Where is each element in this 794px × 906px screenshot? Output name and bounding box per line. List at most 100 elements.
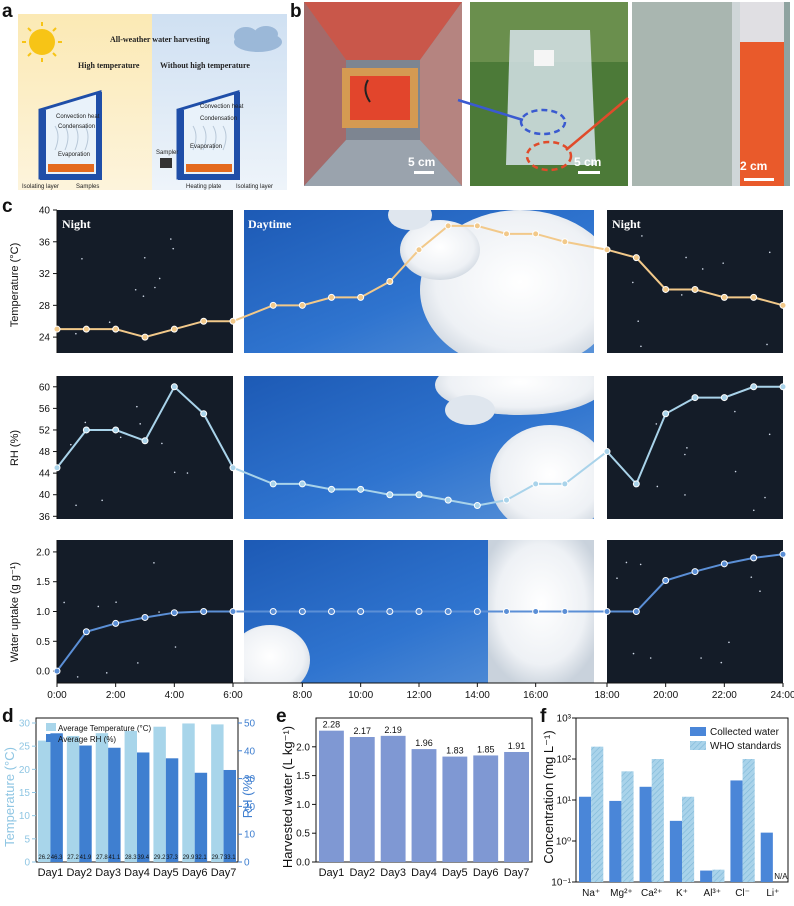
wu-point bbox=[141, 613, 149, 621]
rh-point bbox=[328, 485, 335, 493]
legend-label-collected: Collected water bbox=[710, 727, 780, 738]
wu-point bbox=[503, 608, 510, 615]
rh-point bbox=[779, 383, 787, 391]
star bbox=[680, 294, 683, 296]
d-ytick-left-label: 5 bbox=[24, 834, 30, 845]
e-ytick-label: 1.5 bbox=[296, 771, 310, 782]
d-bar-rh bbox=[223, 769, 236, 862]
f-na-label: N/A bbox=[774, 872, 788, 881]
wu-point bbox=[415, 608, 423, 615]
d-data-label-rh: 41.1 bbox=[109, 855, 121, 861]
star bbox=[170, 238, 172, 240]
wu-point bbox=[298, 608, 306, 615]
star bbox=[625, 561, 628, 564]
legend-f: Collected water WHO standards bbox=[690, 727, 781, 752]
wu-point bbox=[779, 550, 787, 558]
cloud-photo-top bbox=[388, 210, 594, 353]
rh-point bbox=[532, 480, 540, 488]
temp-point bbox=[779, 301, 787, 309]
rh-point bbox=[386, 491, 394, 499]
star bbox=[158, 277, 161, 280]
f-bar-collected bbox=[579, 796, 592, 882]
e-bar bbox=[380, 735, 406, 862]
d-data-label-temp: 27.2 bbox=[67, 855, 79, 861]
star bbox=[172, 247, 175, 250]
x-tick-label: 18:00 bbox=[594, 690, 619, 701]
panel-label-f: f bbox=[540, 706, 547, 727]
d-ytick-right-label: 20 bbox=[244, 802, 256, 813]
x-tick-label: 8:00 bbox=[293, 690, 313, 701]
x-tick-label: 0:00 bbox=[47, 690, 67, 701]
f-bar-who bbox=[712, 869, 725, 882]
star bbox=[158, 611, 160, 613]
temp-point bbox=[386, 278, 394, 285]
panel-label-b: b bbox=[290, 1, 302, 22]
chart-harvested-water: 0.0 0.5 1.0 1.5 2.0 2.28 Day1 2.17 Day2 2.19 Day3 1… bbox=[296, 717, 533, 879]
chart-temperature: 24 28 32 36 40 bbox=[39, 206, 787, 353]
rh-point bbox=[82, 426, 90, 434]
star bbox=[161, 442, 163, 445]
e-bar bbox=[349, 737, 375, 862]
rh-point bbox=[112, 426, 120, 434]
star bbox=[684, 453, 686, 456]
d-ytick-right-label: 40 bbox=[244, 746, 256, 757]
wu-ytick-label: 1.5 bbox=[36, 577, 50, 588]
rh-point bbox=[750, 383, 758, 391]
star bbox=[76, 676, 79, 678]
wu-point bbox=[170, 609, 178, 617]
chart-rh: 36 40 44 48 52 56 60 bbox=[39, 376, 787, 523]
rh-point bbox=[561, 480, 569, 488]
wu-point bbox=[532, 608, 540, 615]
star bbox=[700, 657, 702, 659]
d-ytick-left-label: 15 bbox=[19, 788, 31, 799]
e-bar bbox=[504, 751, 529, 862]
d-bar-rh bbox=[194, 772, 208, 862]
temp-point bbox=[720, 293, 728, 301]
f-ytick-label: 10¹ bbox=[557, 796, 572, 807]
f-bar-who bbox=[621, 771, 634, 882]
photo-1: 5 cm bbox=[304, 2, 462, 186]
d-bar-rh bbox=[137, 752, 150, 862]
d-data-label-temp: 29.9 bbox=[183, 855, 195, 861]
star bbox=[655, 423, 658, 425]
wu-point bbox=[750, 554, 758, 562]
wu-point bbox=[603, 608, 611, 615]
e-data-label: 1.96 bbox=[415, 738, 433, 748]
star bbox=[686, 447, 688, 449]
chart-water-uptake: 0.0 0.5 1.0 1.5 2.0 bbox=[36, 540, 787, 683]
scale-bar-1: 5 cm bbox=[408, 155, 435, 169]
temp-point bbox=[750, 293, 758, 301]
y-label-f: Concentration (mg L⁻¹) bbox=[541, 730, 556, 863]
star bbox=[728, 641, 730, 644]
label-sampler-right: Sampler bbox=[156, 150, 178, 156]
panel-a-right-title: Without high temperature bbox=[160, 61, 250, 70]
rh-ytick-label: 44 bbox=[39, 469, 51, 480]
temp-point bbox=[141, 333, 149, 341]
d-category-label: Day4 bbox=[124, 867, 150, 879]
y-label-water-uptake: Water uptake (g g⁻¹) bbox=[9, 562, 21, 662]
f-bar-who bbox=[651, 759, 664, 882]
panel-a-schematic: All-weather water harvesting High temper… bbox=[18, 14, 287, 190]
d-bar-temp bbox=[38, 740, 51, 862]
temp-ytick-label: 32 bbox=[39, 269, 51, 280]
e-bar bbox=[442, 756, 468, 862]
wu-point bbox=[82, 628, 90, 636]
d-ytick-right-label: 50 bbox=[244, 719, 256, 730]
star bbox=[616, 577, 618, 580]
e-bar bbox=[411, 749, 437, 862]
cloud-icon bbox=[234, 26, 282, 52]
wu-point bbox=[632, 608, 640, 615]
temp-point bbox=[632, 254, 640, 262]
f-ytick-label: 10² bbox=[557, 755, 572, 766]
label-evaporation-right: Evaporation bbox=[190, 144, 222, 150]
e-data-label: 2.17 bbox=[354, 726, 372, 736]
rh-point bbox=[415, 491, 423, 499]
star bbox=[142, 295, 145, 297]
temp-point bbox=[170, 325, 178, 333]
e-ytick-label: 1.0 bbox=[296, 800, 310, 811]
legend-swatch-collected bbox=[690, 727, 706, 736]
star bbox=[752, 509, 755, 512]
x-tick-label: 24:00 bbox=[770, 690, 794, 701]
e-data-label: 2.28 bbox=[323, 720, 341, 730]
f-bar-collected bbox=[760, 832, 773, 882]
